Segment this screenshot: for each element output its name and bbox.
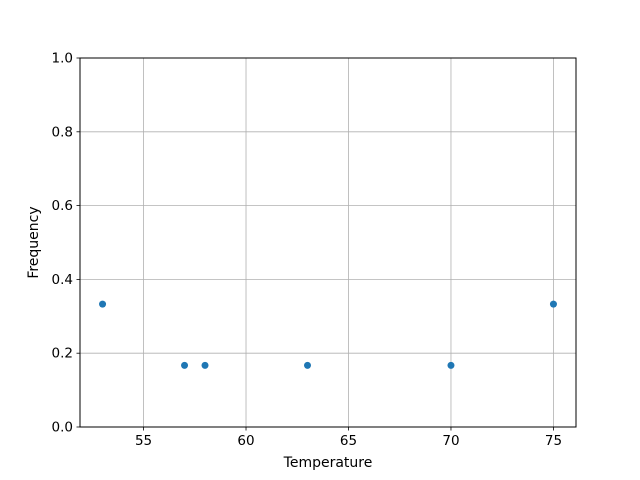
- scatter-point: [447, 361, 455, 369]
- scatter-points: [99, 300, 557, 369]
- y-tick-label: 0.2: [52, 346, 73, 362]
- y-tick-label: 1.0: [52, 51, 73, 67]
- x-tick-label: 70: [442, 433, 459, 449]
- scatter-point: [99, 300, 107, 308]
- x-tick-label: 75: [545, 433, 562, 449]
- x-tick-label: 60: [237, 433, 254, 449]
- scatter-point: [549, 300, 557, 308]
- scatter-point: [304, 361, 312, 369]
- axes-spine: [79, 57, 577, 428]
- plot-border: [79, 57, 577, 428]
- grid-lines: [80, 57, 576, 427]
- x-axis-label: Temperature: [283, 455, 373, 471]
- x-tick-label: 65: [340, 433, 357, 449]
- scatter-point: [201, 361, 209, 369]
- x-tick-label: 55: [135, 433, 152, 449]
- y-tick-label: 0.0: [52, 420, 73, 436]
- axis-ticks: 55 60 65 70 75 0.0 0.2 0.4 0.6 0.8 1.0: [52, 51, 563, 450]
- y-tick-label: 0.6: [52, 198, 73, 214]
- y-tick-label: 0.4: [52, 272, 73, 288]
- scatter-point: [181, 361, 189, 369]
- y-tick-label: 0.8: [52, 124, 73, 140]
- y-axis-label: Frequency: [26, 206, 42, 278]
